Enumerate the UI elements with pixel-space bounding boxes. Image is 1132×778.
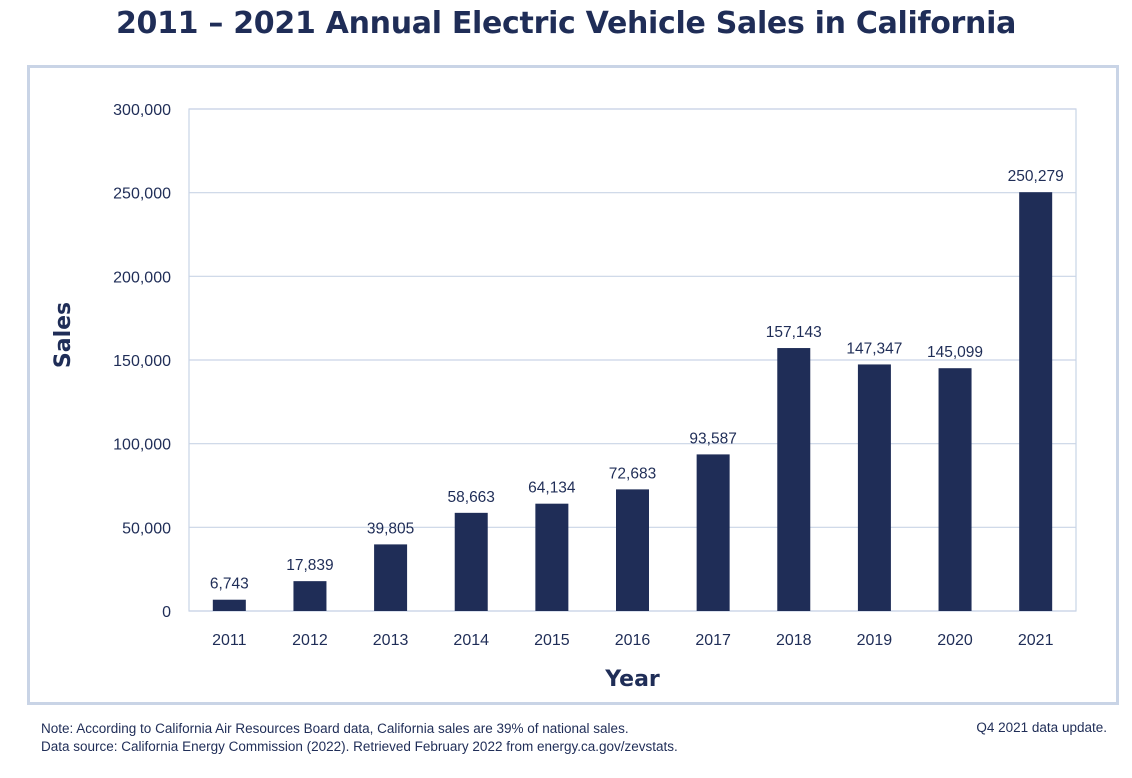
data-label-2016: 72,683	[609, 465, 656, 482]
bar-2017	[696, 454, 730, 611]
bar-2012	[293, 581, 327, 611]
chart-title: 2011 – 2021 Annual Electric Vehicle Sale…	[115, 6, 1017, 41]
x-tick-label: 2013	[373, 632, 409, 649]
y-tick-label: 250,000	[113, 186, 171, 203]
bar-2019	[857, 364, 891, 611]
x-tick-label: 2017	[695, 632, 731, 649]
y-axis-title: Sales	[51, 302, 76, 368]
bar-2018	[777, 348, 811, 611]
data-label-2012: 17,839	[286, 557, 333, 574]
note-line-1: Note: According to California Air Resour…	[41, 721, 629, 736]
chart-frame	[27, 65, 1119, 705]
data-label-2017: 93,587	[689, 430, 736, 447]
x-axis-title: Year	[604, 667, 660, 692]
y-tick-label: 200,000	[113, 269, 171, 286]
data-label-2020: 145,099	[927, 344, 983, 361]
y-tick-label: 50,000	[122, 520, 171, 537]
footnote: Note: According to California Air Resour…	[41, 720, 678, 756]
data-label-2019: 147,347	[846, 340, 902, 357]
y-tick-label: 0	[162, 604, 171, 621]
x-tick-label: 2014	[453, 632, 489, 649]
y-tick-label: 100,000	[113, 437, 171, 454]
x-tick-label: 2018	[776, 632, 812, 649]
y-tick-label: 150,000	[113, 353, 171, 370]
x-tick-label: 2019	[857, 632, 893, 649]
bar-2016	[616, 489, 649, 611]
x-tick-label: 2011	[212, 632, 247, 649]
note-line-2: Data source: California Energy Commissio…	[41, 739, 678, 754]
bar-2011	[212, 599, 246, 611]
y-tick-label: 300,000	[113, 102, 171, 119]
data-update-note: Q4 2021 data update.	[976, 720, 1107, 735]
data-label-2021: 250,279	[1008, 168, 1064, 185]
bar-2020	[938, 368, 972, 611]
bar-2013	[374, 544, 408, 611]
x-tick-label: 2012	[292, 632, 328, 649]
bar-2015	[535, 503, 569, 611]
data-label-2018: 157,143	[766, 324, 822, 341]
data-label-2015: 64,134	[528, 480, 576, 497]
data-label-2014: 58,663	[448, 489, 495, 506]
x-tick-label: 2016	[615, 632, 651, 649]
bar-2021	[1019, 192, 1053, 611]
data-label-2013: 39,805	[367, 520, 414, 537]
bar-2014	[454, 512, 488, 611]
x-tick-label: 2021	[1018, 632, 1054, 649]
data-label-2011: 6,743	[210, 576, 249, 593]
x-tick-label: 2020	[937, 632, 973, 649]
x-tick-label: 2015	[534, 632, 570, 649]
